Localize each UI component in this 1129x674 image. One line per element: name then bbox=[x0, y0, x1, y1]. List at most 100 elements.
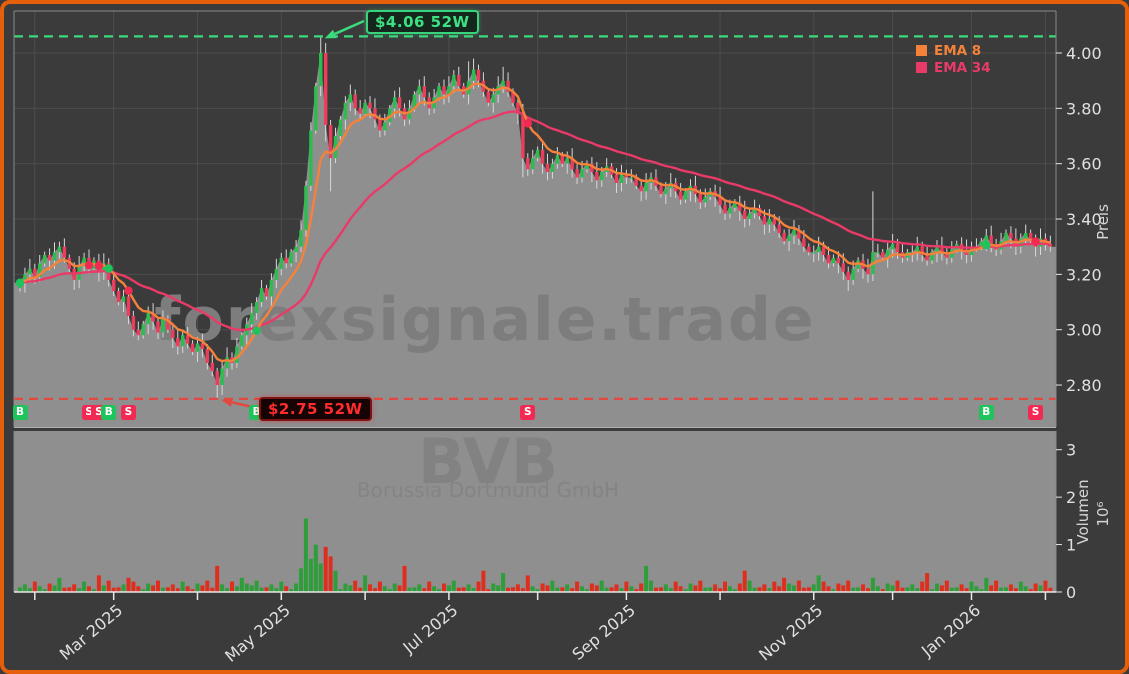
candle bbox=[723, 205, 727, 214]
volume-bar bbox=[604, 587, 609, 592]
volume-bar bbox=[42, 589, 47, 592]
volume-bar bbox=[1008, 584, 1013, 592]
legend-item-ema8: EMA 8 bbox=[916, 42, 991, 59]
volume-bar bbox=[427, 581, 432, 592]
candle bbox=[501, 80, 505, 87]
volume-bar bbox=[121, 584, 126, 592]
candle bbox=[151, 313, 155, 322]
candle bbox=[718, 196, 722, 206]
candle bbox=[511, 91, 515, 103]
candle bbox=[42, 255, 47, 264]
ema-lines-layer bbox=[19, 82, 1051, 363]
volume-bar bbox=[792, 585, 796, 592]
candle bbox=[521, 113, 525, 159]
candle bbox=[743, 210, 747, 219]
volume-bar bbox=[525, 575, 530, 592]
volume-bar bbox=[363, 575, 368, 592]
volume-bar bbox=[32, 581, 37, 592]
volume-bar bbox=[520, 588, 525, 592]
candle bbox=[33, 268, 37, 278]
volume-bar bbox=[589, 583, 594, 592]
candle bbox=[57, 246, 62, 253]
volume-bar bbox=[806, 587, 811, 592]
volume-bar bbox=[796, 580, 801, 592]
candle bbox=[393, 97, 397, 109]
volume-bar bbox=[723, 581, 727, 592]
price-tick-label: 3.60 bbox=[1066, 155, 1102, 174]
volume-bar bbox=[935, 583, 939, 592]
volume-bar bbox=[801, 587, 806, 592]
candle bbox=[116, 291, 121, 303]
volume-bar bbox=[1043, 580, 1048, 592]
candle bbox=[624, 174, 629, 178]
volume-bar bbox=[624, 581, 629, 592]
volume-bar bbox=[599, 580, 604, 592]
candle bbox=[259, 288, 264, 302]
volume-bar bbox=[939, 585, 944, 592]
volume-bar bbox=[811, 584, 816, 592]
volume-bar bbox=[1023, 586, 1028, 592]
volume-bar bbox=[841, 585, 846, 592]
volume-bar bbox=[249, 585, 254, 592]
volume-bar bbox=[407, 587, 412, 592]
candle bbox=[826, 255, 831, 264]
volume-bar bbox=[772, 581, 777, 592]
candle bbox=[82, 257, 86, 267]
candle bbox=[812, 252, 816, 254]
candle bbox=[397, 97, 402, 109]
volume-bar bbox=[920, 581, 925, 592]
candle bbox=[890, 243, 895, 250]
candle bbox=[762, 216, 767, 225]
candle bbox=[895, 243, 900, 253]
volume-bar bbox=[678, 586, 683, 592]
candle bbox=[324, 53, 328, 125]
volume-bar bbox=[949, 587, 954, 592]
volume-bar bbox=[979, 589, 984, 592]
price-tick-label: 4.00 bbox=[1066, 44, 1102, 63]
candle bbox=[831, 257, 836, 264]
watermark-subtitle: Borussia Dortmund GmbH bbox=[357, 478, 619, 502]
candle bbox=[250, 313, 254, 325]
volume-bar bbox=[885, 583, 890, 592]
legend-label: EMA 34 bbox=[934, 59, 991, 76]
volume-bar bbox=[348, 585, 353, 592]
candle bbox=[659, 185, 663, 195]
volume-bar bbox=[1004, 587, 1008, 592]
volume-bar bbox=[866, 588, 870, 592]
volume-bar bbox=[111, 587, 116, 592]
volume-bar bbox=[550, 580, 555, 592]
signal-dot bbox=[523, 119, 532, 128]
volume-bar bbox=[101, 585, 106, 592]
volume-bar bbox=[22, 584, 27, 592]
volume-bar bbox=[580, 586, 584, 592]
volume-bar bbox=[175, 588, 180, 592]
price-tick-label: 3.40 bbox=[1066, 210, 1102, 229]
volume-bar bbox=[259, 587, 264, 592]
candle bbox=[141, 324, 145, 336]
volume-bar bbox=[496, 585, 501, 592]
candle bbox=[195, 343, 200, 352]
volume-bar bbox=[294, 583, 299, 592]
legend-label: EMA 8 bbox=[934, 42, 982, 59]
candle bbox=[309, 130, 313, 186]
candle bbox=[757, 208, 762, 217]
candle bbox=[417, 86, 421, 95]
volume-bar bbox=[560, 587, 565, 592]
volume-bar bbox=[412, 587, 417, 592]
candle bbox=[802, 238, 806, 247]
volume-panel-background bbox=[14, 431, 1056, 592]
candle bbox=[1024, 232, 1028, 239]
candle bbox=[102, 263, 106, 272]
candle bbox=[442, 86, 446, 95]
volume-bar bbox=[530, 586, 535, 592]
volume-bar bbox=[831, 589, 836, 592]
volume-bar bbox=[417, 584, 422, 592]
volume-bar bbox=[703, 587, 708, 592]
candle bbox=[881, 252, 885, 258]
candle bbox=[319, 53, 323, 87]
price-tick-label: 3.20 bbox=[1066, 265, 1102, 284]
candle bbox=[328, 124, 333, 159]
volume-bar bbox=[762, 584, 767, 592]
candle bbox=[136, 329, 140, 336]
signal-dots-layer bbox=[15, 119, 1040, 335]
